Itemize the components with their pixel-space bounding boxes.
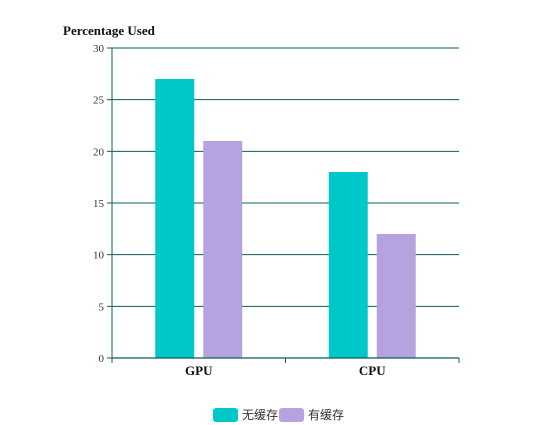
y-tick-label: 20	[93, 146, 105, 158]
legend-swatch	[213, 408, 238, 422]
x-axis: GPU CPU	[111, 357, 460, 378]
bar-gpu-series-1[interactable]	[203, 141, 243, 358]
legend-item[interactable]: 无缓存	[213, 408, 278, 422]
legend-item[interactable]: 有缓存	[279, 408, 344, 422]
y-tick-label: 25	[93, 95, 105, 107]
y-tick-label: 15	[93, 198, 105, 210]
y-tick-label: 30	[93, 43, 105, 55]
legend[interactable]: 无缓存 有缓存	[213, 408, 344, 422]
y-axis-ticks: 0 5 10 15 20 25 30	[93, 43, 113, 365]
y-tick-label: 10	[93, 250, 105, 262]
x-tick-label: CPU	[359, 363, 386, 378]
legend-label: 无缓存	[242, 408, 278, 422]
x-tick-label: GPU	[185, 363, 213, 378]
bar-cpu-series-0[interactable]	[328, 172, 368, 358]
bar-cpu-series-1[interactable]	[376, 234, 416, 358]
legend-swatch	[279, 408, 304, 422]
bars	[155, 79, 416, 358]
legend-label: 有缓存	[308, 408, 344, 422]
y-tick-label: 5	[99, 301, 105, 313]
bar-gpu-series-0[interactable]	[155, 79, 195, 358]
y-axis-label: Percentage Used	[63, 23, 156, 38]
y-tick-label: 0	[99, 353, 105, 365]
